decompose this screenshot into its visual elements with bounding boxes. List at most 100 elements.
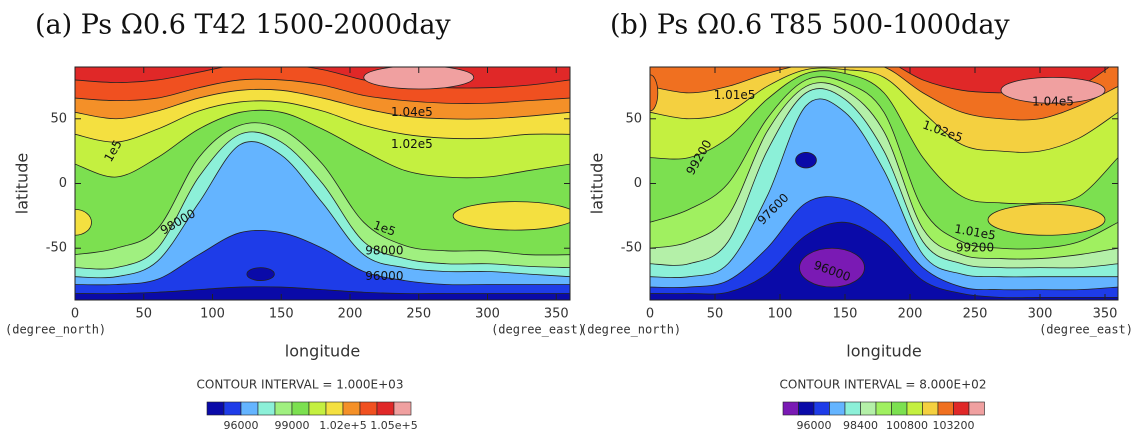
contour-line	[650, 76, 1118, 250]
contour-field	[650, 67, 1118, 300]
colorbar-box	[308, 401, 327, 416]
colorbar-label: 1.02e+5	[319, 419, 366, 432]
colorbar-box	[813, 401, 830, 416]
x-unit-label: (degree_east)	[1039, 323, 1133, 337]
contour-blob	[795, 152, 817, 169]
panel: (a) Ps Ω0.6 T42 1500-2000day 1.04e5 1.02e5…	[5, 10, 585, 433]
panel: (b) Ps Ω0.6 T85 500-1000day1.01e51.02e51…	[580, 10, 1133, 433]
x-tick-label: 250	[406, 307, 431, 322]
contour-label: 1.02e5	[391, 137, 433, 151]
contour-line	[75, 229, 570, 286]
colorbar-box	[829, 401, 846, 416]
colorbar-label: 103200	[933, 419, 975, 432]
colorbar-label: 96000	[224, 419, 259, 432]
colorbar-box	[922, 401, 939, 416]
x-tick-label: 350	[1093, 307, 1118, 322]
y-tick-label: -50	[621, 241, 642, 256]
x-tick-label: 100	[200, 307, 225, 322]
y-tick-label: -50	[46, 241, 67, 256]
x-tick-label: 200	[338, 307, 363, 322]
contour-line	[650, 196, 1118, 291]
contour-label: 96000	[365, 269, 403, 283]
contour-line	[75, 88, 570, 120]
y-unit-label: (degree_north)	[5, 323, 106, 337]
contour-blob	[987, 203, 1106, 236]
x-tick-label: 300	[475, 307, 500, 322]
colorbar-box	[376, 401, 395, 416]
x-tick-label: 50	[707, 307, 724, 322]
x-tick-label: 0	[71, 307, 79, 322]
colorbar-box	[274, 401, 293, 416]
contour-interval: CONTOUR INTERVAL = 1.000E+03	[197, 378, 404, 392]
contour-interval: CONTOUR INTERVAL = 8.000E+02	[780, 378, 987, 392]
colorbar-box	[782, 401, 799, 416]
y-tick-label: 0	[634, 176, 642, 191]
contour-line	[650, 67, 1118, 121]
contour-line	[75, 122, 570, 256]
contour-line	[75, 286, 570, 295]
contour-line	[650, 98, 1118, 279]
contour-line	[650, 70, 1118, 205]
colorbar-box	[968, 401, 985, 416]
colorbar-box	[860, 401, 877, 416]
contour-line	[75, 141, 570, 279]
x-tick-label: 100	[768, 307, 793, 322]
colorbar-box	[291, 401, 310, 416]
colorbar-box	[223, 401, 242, 416]
x-tick-label: 300	[1028, 307, 1053, 322]
x-tick-label: 150	[833, 307, 858, 322]
contour-line	[650, 82, 1118, 260]
colorbar-box	[393, 401, 412, 416]
y-tick-label: 50	[50, 111, 67, 126]
contour-blob	[75, 208, 92, 236]
colorbar-box	[891, 401, 908, 416]
x-tick-label: 200	[898, 307, 923, 322]
contour-label: 99200	[956, 241, 994, 255]
chart-title: (b) Ps Ω0.6 T85 500-1000day	[610, 10, 1010, 41]
y-tick-label: 50	[625, 111, 642, 126]
contour-line	[75, 100, 570, 143]
contour-band	[650, 222, 1118, 300]
chart-title: (a) Ps Ω0.6 T42 1500-2000day	[35, 10, 451, 41]
contour-label: 1.04e5	[1032, 94, 1074, 108]
colorbar-box	[342, 401, 361, 416]
colorbar-box	[906, 401, 923, 416]
x-unit-label: (degree_east)	[491, 323, 585, 337]
colorbar-box	[875, 401, 892, 416]
contour-label: 98000	[365, 243, 403, 257]
contour-line	[650, 88, 1118, 269]
colorbar-label: 99000	[275, 419, 310, 432]
x-tick-label: 150	[269, 307, 294, 322]
x-axis-label: longitude	[846, 342, 921, 361]
colorbar-box	[325, 401, 344, 416]
colorbar-label: 100800	[886, 419, 928, 432]
y-tick-label: 0	[59, 176, 67, 191]
x-tick-label: 50	[135, 307, 152, 322]
contour-line	[75, 78, 570, 104]
contour-blob	[452, 201, 570, 231]
contour-field	[75, 67, 570, 300]
colorbar-box	[844, 401, 861, 416]
y-axis-label: latitude	[588, 153, 607, 214]
colorbar-box	[953, 401, 970, 416]
contour-label: 1.01e5	[714, 88, 756, 102]
contour-band	[75, 230, 570, 300]
colorbar-box	[206, 401, 225, 416]
contour-blob	[363, 67, 475, 90]
contour-band	[75, 286, 570, 300]
contour-blob	[799, 247, 865, 288]
contour-line	[650, 67, 1118, 153]
contour-label: 1.04e5	[391, 105, 433, 119]
x-axis-label: longitude	[285, 342, 360, 361]
x-tick-label: 350	[544, 307, 569, 322]
colorbar-label: 1.05e+5	[370, 419, 417, 432]
contour-line	[75, 67, 570, 89]
colorbar-box	[798, 401, 815, 416]
colorbar-box	[937, 401, 954, 416]
colorbar-label: 98400	[843, 419, 878, 432]
contour-line	[75, 109, 570, 179]
colorbar-box	[240, 401, 259, 416]
contour-blob	[246, 267, 275, 281]
contour-line	[75, 131, 570, 270]
